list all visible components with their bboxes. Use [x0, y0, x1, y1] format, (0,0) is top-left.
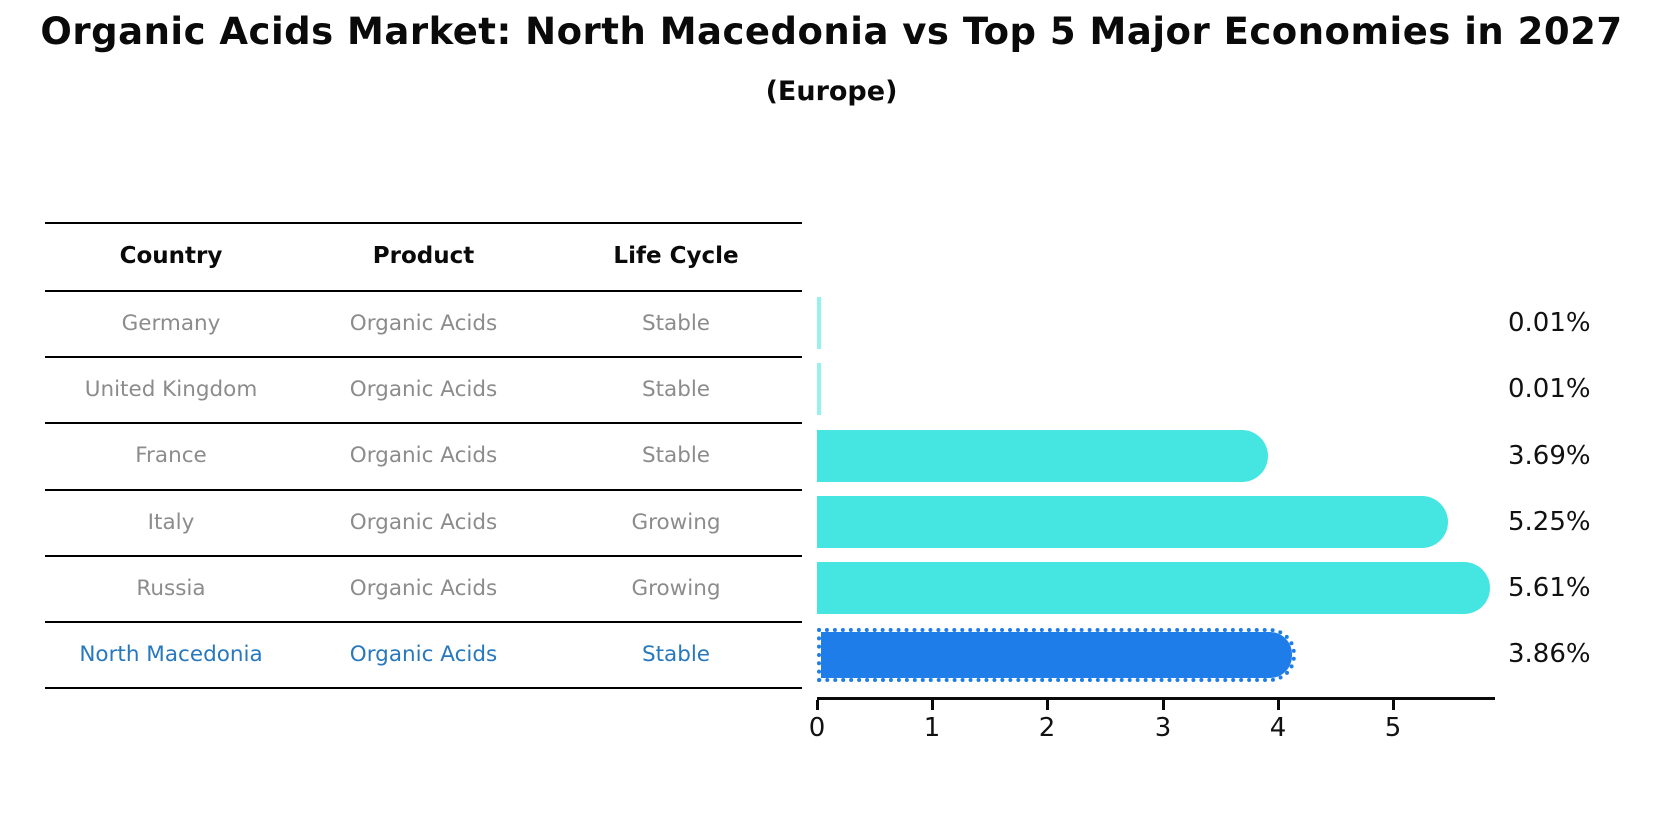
value-label: 3.69%: [1508, 441, 1591, 471]
x-axis-tick: [1046, 700, 1049, 710]
lifecycle-cell: Growing: [631, 575, 721, 601]
x-axis-tick: [1277, 700, 1280, 710]
product-cell: Organic Acids: [349, 641, 498, 667]
x-tick-label: 4: [1269, 713, 1287, 743]
value-label: 0.01%: [1508, 374, 1591, 404]
country-cell: Russia: [136, 575, 206, 601]
table-row-divider: [45, 356, 802, 358]
table-row-divider: [45, 489, 802, 491]
value-label: 5.25%: [1508, 507, 1591, 537]
table-row: Russia Organic Acids Growing: [45, 555, 802, 621]
column-header-product: Product: [372, 243, 475, 269]
table-row-divider: [45, 621, 802, 623]
lifecycle-cell: Stable: [641, 641, 711, 667]
lifecycle-cell: Stable: [641, 376, 711, 402]
bar-russia: [817, 562, 1490, 614]
table-header-divider: [45, 290, 802, 292]
table-row-north-macedonia: North Macedonia Organic Acids Stable: [45, 621, 802, 687]
table-row: Italy Organic Acids Growing: [45, 489, 802, 555]
x-axis-line: [817, 697, 1495, 700]
x-axis-tick: [816, 700, 819, 710]
x-axis-tick: [931, 700, 934, 710]
country-cell: North Macedonia: [79, 641, 263, 667]
bar-united-kingdom: [817, 363, 821, 415]
x-tick-label: 0: [808, 713, 826, 743]
country-cell: France: [135, 442, 207, 468]
x-tick-label: 5: [1384, 713, 1402, 743]
table-row: France Organic Acids Stable: [45, 422, 802, 488]
bar-north-macedonia: [817, 628, 1297, 682]
column-header-country: Country: [119, 243, 223, 269]
x-tick-label: 2: [1038, 713, 1056, 743]
bar-germany: [817, 297, 821, 349]
table-border-bottom: [45, 687, 802, 689]
table-header-row: Country Product Life Cycle: [45, 222, 802, 290]
table-row: Germany Organic Acids Stable: [45, 290, 802, 356]
table-row-divider: [45, 422, 802, 424]
chart-subtitle: (Europe): [765, 76, 898, 107]
product-cell: Organic Acids: [349, 509, 498, 535]
country-cell: United Kingdom: [84, 376, 258, 402]
chart-title: Organic Acids Market: North Macedonia vs…: [40, 10, 1623, 53]
x-axis-tick: [1392, 700, 1395, 710]
lifecycle-cell: Stable: [641, 310, 711, 336]
x-axis-tick: [1162, 700, 1165, 710]
product-cell: Organic Acids: [349, 575, 498, 601]
value-label: 3.86%: [1508, 639, 1591, 669]
country-cell: Italy: [147, 509, 195, 535]
product-cell: Organic Acids: [349, 376, 498, 402]
bar-italy: [817, 496, 1449, 548]
table-row: United Kingdom Organic Acids Stable: [45, 356, 802, 422]
table-row-divider: [45, 555, 802, 557]
bar-france: [817, 430, 1269, 482]
x-tick-label: 1: [923, 713, 941, 743]
column-header-life-cycle: Life Cycle: [613, 243, 739, 269]
value-label: 5.61%: [1508, 573, 1591, 603]
table-border-top: [45, 222, 802, 224]
country-cell: Germany: [121, 310, 221, 336]
product-cell: Organic Acids: [349, 310, 498, 336]
value-label: 0.01%: [1508, 308, 1591, 338]
lifecycle-cell: Growing: [631, 509, 721, 535]
x-tick-label: 3: [1154, 713, 1172, 743]
product-cell: Organic Acids: [349, 442, 498, 468]
lifecycle-cell: Stable: [641, 442, 711, 468]
